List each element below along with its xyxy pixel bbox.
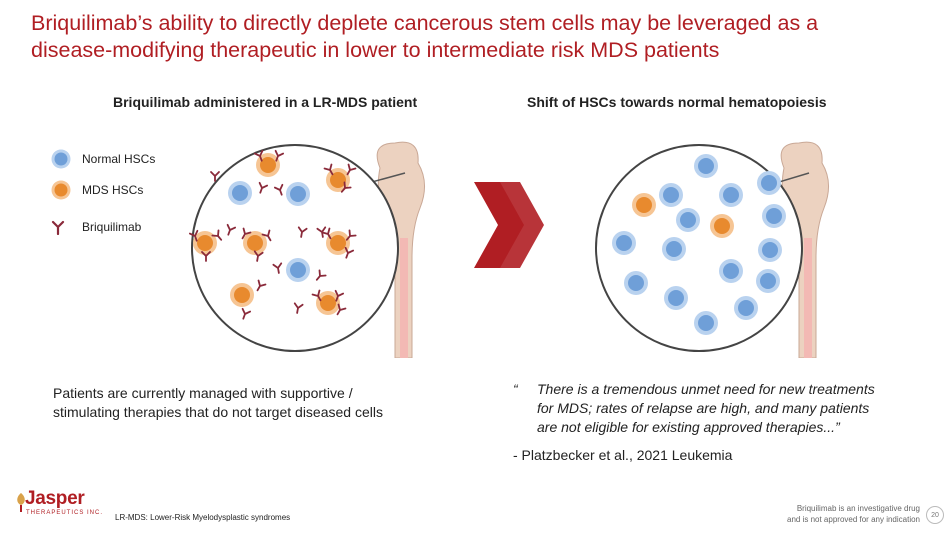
normal-cell-icon xyxy=(662,237,686,261)
slide-title-line-2: disease-modifying therapeutic in lower t… xyxy=(31,38,720,62)
normal-cell-icon xyxy=(694,154,718,178)
antibody-icon xyxy=(323,163,334,176)
normal-cell-icon xyxy=(612,231,636,255)
antibody-icon xyxy=(258,181,269,194)
normal-cell-icon xyxy=(659,183,683,207)
normal-cell-icon xyxy=(676,208,700,232)
antibody-icon xyxy=(210,171,220,182)
antibody-icon xyxy=(315,269,327,281)
antibody-icon xyxy=(293,302,304,314)
mds-cell-icon xyxy=(710,214,734,238)
mds-cell-icon xyxy=(632,193,656,217)
mds-cell-icon xyxy=(326,231,350,255)
normal-cell-icon xyxy=(719,259,743,283)
legend-item-briquilimab: Briquilimab xyxy=(50,216,141,238)
quote-mark: “ xyxy=(513,381,518,397)
antibody-icon xyxy=(256,279,267,292)
mds-cell-icon xyxy=(50,179,76,201)
quote-attribution: - Platzbecker et al., 2021 Leukemia xyxy=(513,447,733,463)
normal-cell-icon xyxy=(50,148,76,170)
antibody-icon xyxy=(311,289,322,302)
antibody-icon xyxy=(253,149,264,162)
antibody-icon xyxy=(188,229,199,242)
right-marrow-illustration xyxy=(584,128,859,359)
page-number: 20 xyxy=(926,506,944,524)
normal-cell-icon xyxy=(757,171,781,195)
slide-title-line-1: Briquilimab’s ability to directly deplet… xyxy=(31,11,819,35)
antibody-icon xyxy=(346,163,357,176)
antibody-icon xyxy=(226,223,237,236)
antibody-icon xyxy=(201,251,211,262)
antibody-icon xyxy=(261,229,272,242)
disclaimer: Briquilimab is an investigative drug and… xyxy=(787,503,920,525)
normal-cell-icon xyxy=(624,271,648,295)
disclaimer-line-1: Briquilimab is an investigative drug xyxy=(796,504,920,513)
quote-line-2: for MDS; rates of relapse are high, and … xyxy=(537,400,870,416)
normal-cell-icon xyxy=(694,311,718,335)
jasper-logo-icon xyxy=(14,489,110,523)
disclaimer-line-2: and is not approved for any indication xyxy=(787,515,920,524)
quote-line-3: are not eligible for existing approved t… xyxy=(537,419,840,435)
normal-cell-icon xyxy=(756,269,780,293)
mds-cell-icon xyxy=(243,231,267,255)
antibody-icon xyxy=(274,149,285,162)
antibody-icon xyxy=(345,229,357,241)
company-logo-text: Jasper xyxy=(25,488,85,509)
antibody-icon xyxy=(253,250,264,262)
transition-arrow-icon xyxy=(472,180,552,270)
left-panel-caption: Patients are currently managed with supp… xyxy=(53,384,433,422)
normal-cell-icon xyxy=(762,204,786,228)
company-logo-subtext: THERAPEUTICS INC. xyxy=(26,510,104,516)
antibody-icon xyxy=(321,227,332,240)
normal-cell-icon xyxy=(286,258,310,282)
legend-item-normal-hscs: Normal HSCs xyxy=(50,148,155,170)
normal-cell-icon xyxy=(664,286,688,310)
mds-cell-icon xyxy=(230,283,254,307)
antibody-icon xyxy=(316,226,327,238)
mds-cell-icon xyxy=(316,291,340,315)
mds-cell-icon xyxy=(193,231,217,255)
right-panel-heading: Shift of HSCs towards normal hematopoies… xyxy=(527,94,827,110)
normal-cell-icon xyxy=(758,238,782,262)
slide-title: Briquilimab’s ability to directly deplet… xyxy=(31,10,921,64)
antibody-icon xyxy=(297,226,308,238)
legend-label-briquilimab: Briquilimab xyxy=(82,220,142,234)
antibody-icon xyxy=(50,216,76,238)
footnote: LR-MDS: Lower-Risk Myelodysplastic syndr… xyxy=(115,513,291,522)
legend-label-normal: Normal HSCs xyxy=(82,152,156,166)
normal-cell-icon xyxy=(286,182,310,206)
left-panel-heading: Briquilimab administered in a LR-MDS pat… xyxy=(113,94,418,110)
normal-cell-icon xyxy=(734,296,758,320)
legend-label-mds: MDS HSCs xyxy=(82,183,144,197)
legend-item-mds-hscs: MDS HSCs xyxy=(50,179,143,201)
antibody-icon xyxy=(241,307,252,320)
antibody-icon xyxy=(273,183,284,196)
antibody-icon xyxy=(340,181,352,193)
antibody-icon xyxy=(211,229,223,241)
quote-line-1: There is a tremendous unmet need for new… xyxy=(537,381,875,397)
antibody-icon xyxy=(336,303,347,316)
antibody-icon xyxy=(272,262,283,274)
normal-cell-icon xyxy=(719,183,743,207)
left-marrow-illustration xyxy=(180,128,455,359)
left-caption-line-2: stimulating therapies that do not target… xyxy=(53,404,383,420)
antibody-icon xyxy=(344,246,355,259)
antibody-icon xyxy=(241,227,252,240)
antibody-icon xyxy=(334,289,345,302)
left-caption-line-1: Patients are currently managed with supp… xyxy=(53,385,353,401)
normal-cell-icon xyxy=(228,181,252,205)
